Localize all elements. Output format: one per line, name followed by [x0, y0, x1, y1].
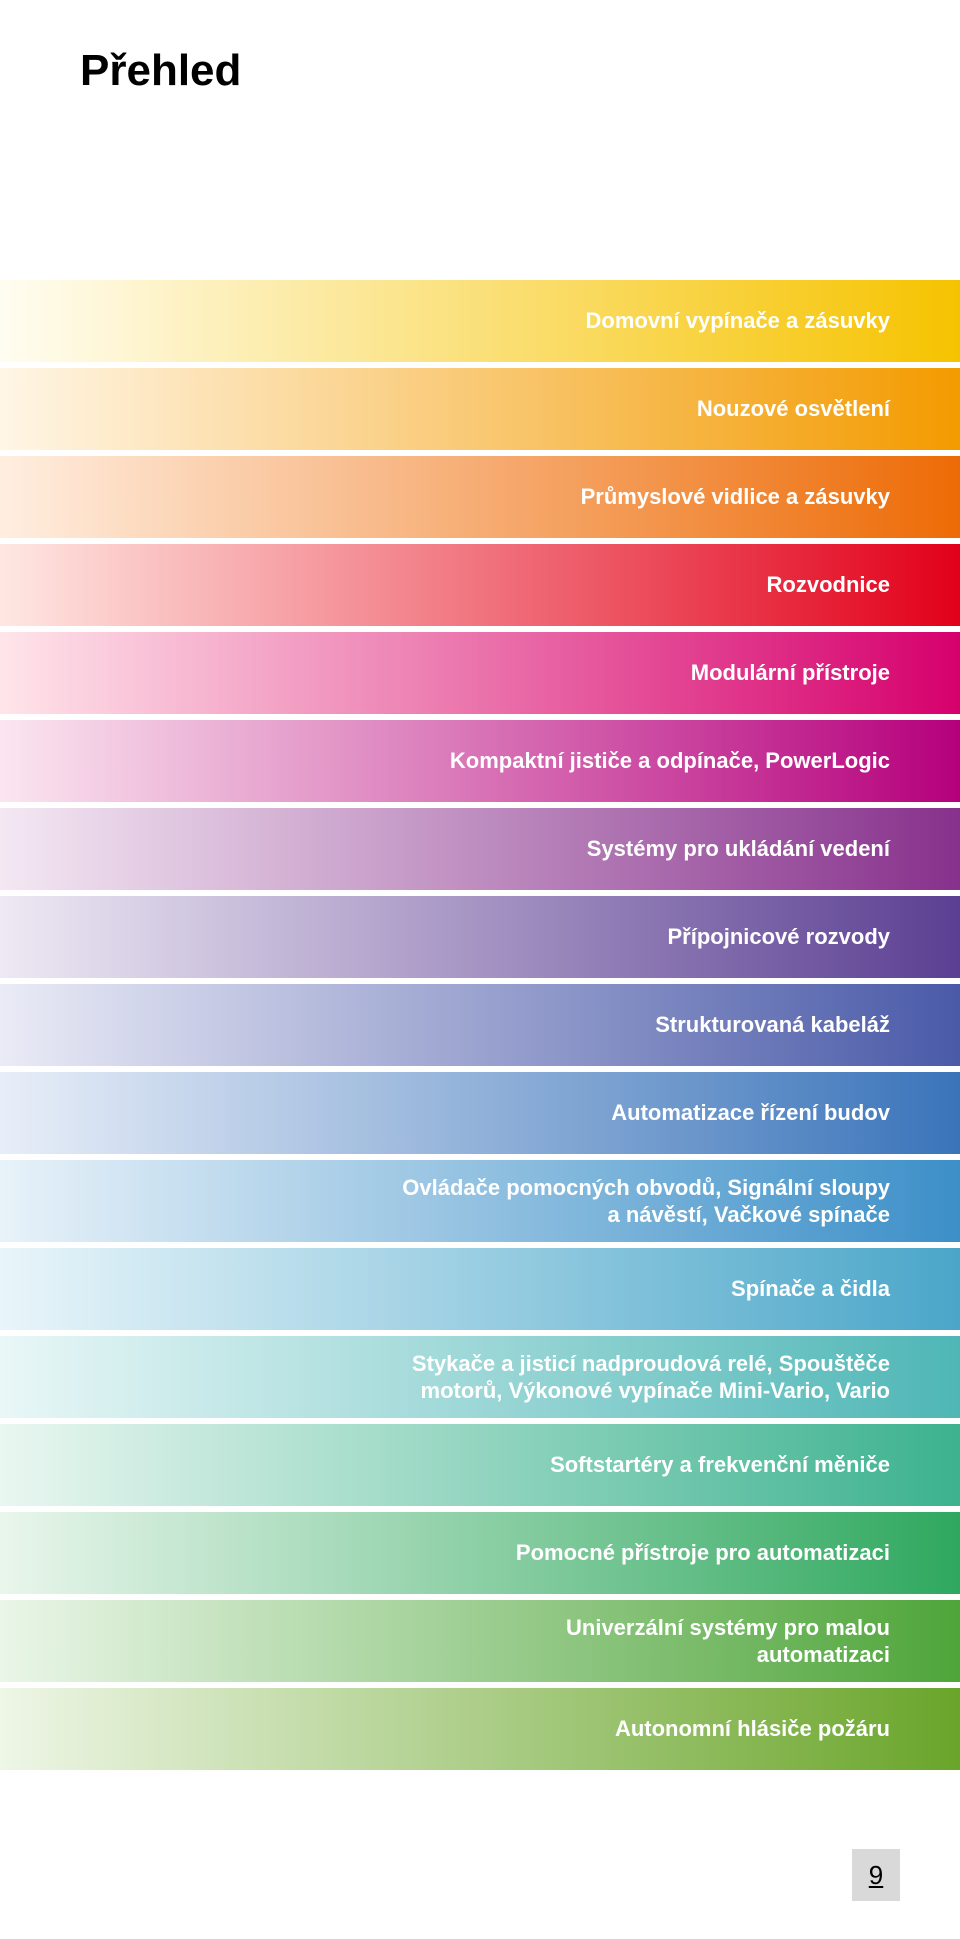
- band-label: Strukturovaná kabeláž: [655, 1011, 890, 1039]
- band-label: Pomocné přístroje pro automatizaci: [516, 1539, 890, 1567]
- band-label: Průmyslové vidlice a zásuvky: [581, 483, 890, 511]
- band-label: Nouzové osvětlení: [697, 395, 890, 423]
- band-label: Automatizace řízení budov: [611, 1099, 890, 1127]
- color-band: Modulární přístroje: [0, 632, 960, 714]
- page-number-box: 9: [852, 1849, 900, 1901]
- band-label: Univerzální systémy pro malouautomatizac…: [566, 1614, 890, 1669]
- band-label: Domovní vypínače a zásuvky: [586, 307, 890, 335]
- color-band: Průmyslové vidlice a zásuvky: [0, 456, 960, 538]
- color-band: Přípojnicové rozvody: [0, 896, 960, 978]
- band-label: Rozvodnice: [767, 571, 890, 599]
- band-label: Spínače a čidla: [731, 1275, 890, 1303]
- page-title: Přehled: [80, 46, 241, 96]
- color-band-list: Domovní vypínače a zásuvky Nouzové osvětl…: [0, 280, 960, 1776]
- color-band: Rozvodnice: [0, 544, 960, 626]
- color-band: Automatizace řízení budov: [0, 1072, 960, 1154]
- color-band: Softstartéry a frekvenční měniče: [0, 1424, 960, 1506]
- color-band: Nouzové osvětlení: [0, 368, 960, 450]
- band-label: Modulární přístroje: [691, 659, 890, 687]
- band-label: Kompaktní jističe a odpínače, PowerLogic: [450, 747, 890, 775]
- color-band: Ovládače pomocných obvodů, Signální slou…: [0, 1160, 960, 1242]
- color-band: Stykače a jisticí nadproudová relé, Spou…: [0, 1336, 960, 1418]
- band-label: Systémy pro ukládání vedení: [587, 835, 890, 863]
- band-label: Autonomní hlásiče požáru: [615, 1715, 890, 1743]
- color-band: Domovní vypínače a zásuvky: [0, 280, 960, 362]
- color-band: Univerzální systémy pro malouautomatizac…: [0, 1600, 960, 1682]
- band-label: Stykače a jisticí nadproudová relé, Spou…: [412, 1350, 890, 1405]
- color-band: Pomocné přístroje pro automatizaci: [0, 1512, 960, 1594]
- color-band: Kompaktní jističe a odpínače, PowerLogic: [0, 720, 960, 802]
- band-label: Softstartéry a frekvenční měniče: [550, 1451, 890, 1479]
- color-band: Systémy pro ukládání vedení: [0, 808, 960, 890]
- page-number: 9: [869, 1860, 883, 1891]
- band-label: Ovládače pomocných obvodů, Signální slou…: [402, 1174, 890, 1229]
- color-band: Spínače a čidla: [0, 1248, 960, 1330]
- color-band: Autonomní hlásiče požáru: [0, 1688, 960, 1770]
- band-label: Přípojnicové rozvody: [668, 923, 891, 951]
- color-band: Strukturovaná kabeláž: [0, 984, 960, 1066]
